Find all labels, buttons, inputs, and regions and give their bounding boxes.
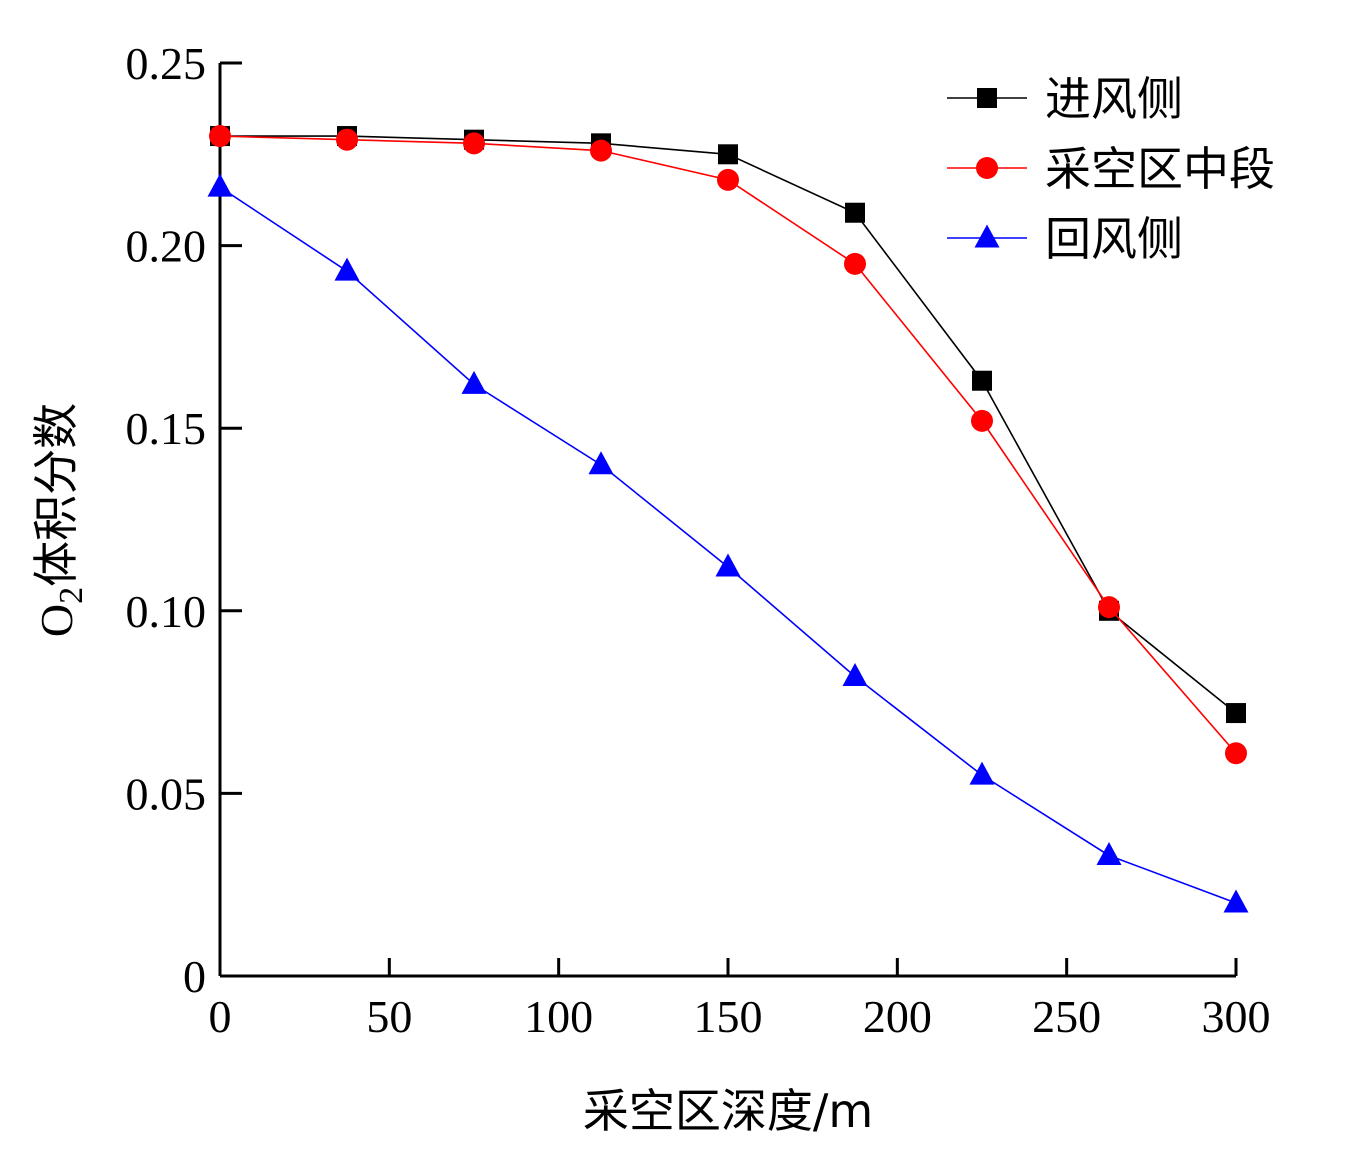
y-tick-label: 0 (183, 951, 206, 1002)
legend-item-0: 进风侧 (947, 72, 1183, 126)
ticks: 0 50 100 150 200 250 300 0 0.05 0.10 0.15 0.20 0.25 (126, 38, 1271, 1042)
series-line (219, 186, 1237, 904)
y-tick-label: 0.25 (126, 38, 207, 89)
x-tick-label: 0 (209, 991, 232, 1042)
data-point (844, 252, 866, 275)
y-tick-label: 0.05 (126, 768, 207, 819)
data-point (461, 370, 487, 394)
data-point (463, 132, 485, 155)
data-point (971, 409, 993, 432)
legend-item-1: 采空区中段 (947, 142, 1275, 196)
data-point (842, 663, 868, 687)
x-tick-label: 150 (694, 991, 763, 1042)
y-tick-label: 0.10 (126, 586, 207, 637)
data-point (845, 202, 865, 223)
x-tick-label: 100 (524, 991, 593, 1042)
data-point (715, 553, 741, 577)
data-point (588, 451, 614, 475)
x-tick-label: 200 (863, 991, 932, 1042)
legend-label: 回风侧 (1045, 212, 1183, 266)
series-1 (209, 125, 1247, 765)
data-point (717, 168, 739, 191)
data-point (207, 173, 233, 197)
legend-label: 采空区中段 (1045, 142, 1275, 196)
legend-marker (976, 157, 998, 179)
data-point (590, 139, 612, 162)
legend-label: 进风侧 (1045, 72, 1183, 126)
data-point (209, 125, 231, 148)
data-point (1226, 703, 1246, 724)
y-axis-title: O2体积分数 (29, 403, 90, 637)
x-axis-title: 采空区深度/m (583, 1084, 873, 1138)
y-tick-label: 0.20 (126, 221, 207, 272)
legend-marker (977, 88, 997, 108)
data-point (718, 144, 738, 165)
data-point (336, 128, 358, 151)
series-2 (207, 173, 1249, 913)
data-point (972, 370, 992, 391)
y-axis-title-rest: 体积分数 (29, 403, 83, 587)
x-tick-label: 300 (1202, 991, 1271, 1042)
x-tick-label: 250 (1032, 991, 1101, 1042)
y-axis-title-main: O (31, 604, 82, 637)
x-tick-label: 50 (366, 991, 412, 1042)
legend-marker (974, 224, 1000, 248)
legend-item-2: 回风侧 (947, 212, 1183, 266)
series-layer (207, 125, 1249, 913)
data-point (334, 257, 360, 281)
data-point (1223, 889, 1249, 913)
y-tick-label: 0.15 (126, 403, 207, 454)
data-point (969, 761, 995, 785)
data-point (1225, 742, 1247, 765)
y-axis-title-sub: 2 (53, 587, 90, 604)
data-point (1098, 596, 1120, 619)
data-point (1096, 841, 1122, 865)
svg-text:O2体积分数: O2体积分数 (29, 403, 90, 637)
